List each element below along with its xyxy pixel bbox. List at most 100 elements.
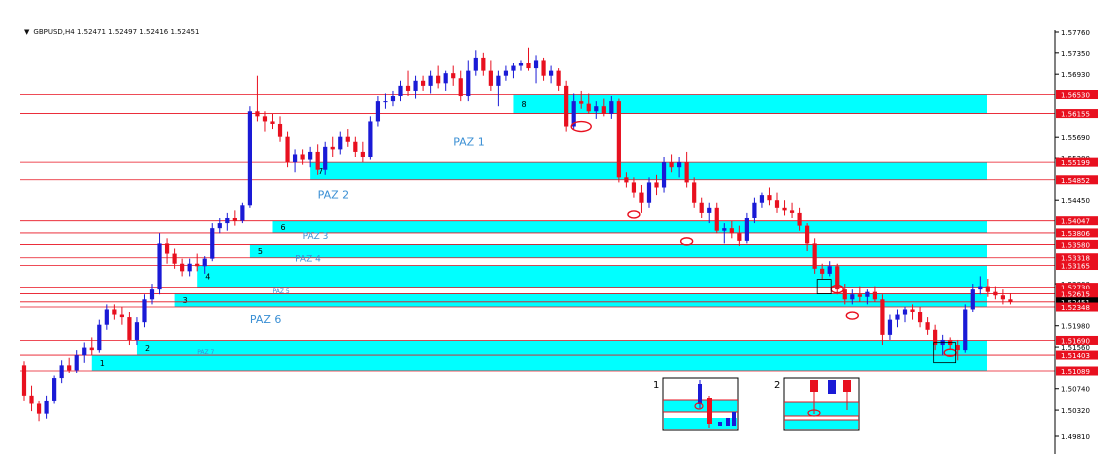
inset-candle <box>707 398 712 424</box>
chart-header-text: GBPUSD,H4 1.52471 1.52497 1.52416 1.5245… <box>33 28 200 36</box>
candle-body <box>217 223 222 229</box>
candle-body <box>579 101 584 104</box>
inset-marker <box>694 402 704 410</box>
candle-body <box>880 299 885 335</box>
zone-label: PAZ 1 <box>453 135 485 148</box>
candle-body <box>413 80 418 91</box>
candle-body <box>692 182 697 203</box>
zone-label: PAZ 3 <box>303 232 329 242</box>
candle-body <box>21 365 27 396</box>
candle-body <box>737 233 742 241</box>
candle-body <box>865 291 870 297</box>
inset-candle <box>726 418 730 426</box>
y-tick-label: 1.49810 <box>1061 433 1090 441</box>
inset-candle <box>828 380 836 394</box>
candle-body <box>405 85 411 91</box>
candle-body <box>925 322 930 330</box>
candle-body <box>609 101 614 114</box>
candles-group <box>21 47 1013 422</box>
price-label: 1.51089 <box>1061 368 1090 376</box>
zone-label: PAZ 2 <box>318 189 350 202</box>
candle-body <box>684 162 689 183</box>
zone-1 <box>91 355 987 372</box>
candle-body <box>549 70 554 76</box>
candle-body <box>300 154 305 160</box>
candle-body <box>375 101 381 122</box>
candle-body <box>895 314 900 320</box>
price-label-bg <box>1056 239 1098 249</box>
candle-body <box>451 73 456 79</box>
zone-5 <box>249 244 987 258</box>
y-tick-label: 1.50740 <box>1061 386 1090 394</box>
zone-labels-group: PAZ 1 PAZ 2 PAZ 3 PAZ 4 PAZ 5 PAZ 6 PAZ 7 <box>197 135 485 356</box>
candle-body <box>496 75 501 86</box>
zone-number-6: 6 <box>280 223 285 232</box>
candle-body <box>955 345 960 351</box>
candle-body <box>44 400 49 414</box>
candle-body <box>277 123 283 137</box>
candle-body <box>202 258 207 267</box>
inset-label: 1 <box>653 380 659 391</box>
candle-body <box>247 111 252 206</box>
inset-candle <box>732 412 736 426</box>
candle-body <box>383 101 388 103</box>
candle-body <box>887 319 893 335</box>
candle-body <box>74 355 79 371</box>
candle-body <box>774 200 780 208</box>
candle-body <box>149 289 155 300</box>
candle-body <box>36 403 42 414</box>
candle-body <box>172 253 177 264</box>
candle-body <box>97 324 102 351</box>
price-label: 1.53165 <box>1061 263 1090 271</box>
candle-body <box>707 207 712 213</box>
candle-body <box>518 62 524 66</box>
zone-number-4: 4 <box>205 273 210 282</box>
candle-body <box>59 365 64 379</box>
candle-body <box>255 111 260 117</box>
candle-body <box>323 146 328 170</box>
price-label: 1.56530 <box>1061 92 1090 100</box>
price-label: 1.55199 <box>1061 159 1090 167</box>
candle-body <box>420 80 426 86</box>
candle-body <box>330 146 335 150</box>
zone-number-3: 3 <box>183 296 188 305</box>
marker-ellipse <box>679 237 694 246</box>
price-label-bg <box>1056 228 1098 238</box>
candle-body <box>1008 299 1013 302</box>
candle-body <box>466 70 471 97</box>
inset-zone <box>785 420 858 429</box>
candle-body <box>978 286 983 290</box>
candle-body <box>240 205 245 221</box>
candle-body <box>669 162 674 168</box>
candle-body <box>759 195 765 203</box>
candle-body <box>729 228 734 234</box>
candle-body <box>631 182 637 193</box>
zone-number-7: 7 <box>318 167 323 176</box>
candle-body <box>797 212 802 226</box>
candle-body <box>714 207 719 231</box>
zone-3 <box>174 293 988 308</box>
y-tick-label: 1.50320 <box>1061 407 1090 415</box>
price-label-bg <box>1056 109 1098 119</box>
candle-body <box>842 289 847 300</box>
price-label: 1.52348 <box>1061 304 1090 312</box>
candle-body <box>970 289 975 310</box>
zone-label: PAZ 7 <box>197 349 214 356</box>
candle-body <box>180 263 185 272</box>
y-tick-label: 1.54450 <box>1061 197 1090 205</box>
inset-label: 2 <box>774 380 780 391</box>
zone-8 <box>513 94 987 114</box>
candle-body <box>338 136 343 150</box>
candle-body <box>225 217 230 224</box>
candle-body <box>436 75 441 84</box>
candle-body <box>586 103 591 112</box>
candle-body <box>29 395 34 404</box>
candle-body <box>835 266 840 290</box>
candle-body <box>767 195 772 201</box>
dropdown-triangle-icon[interactable]: ▼ <box>24 28 30 36</box>
marker-ellipse <box>943 348 957 357</box>
candle-body <box>594 106 599 112</box>
